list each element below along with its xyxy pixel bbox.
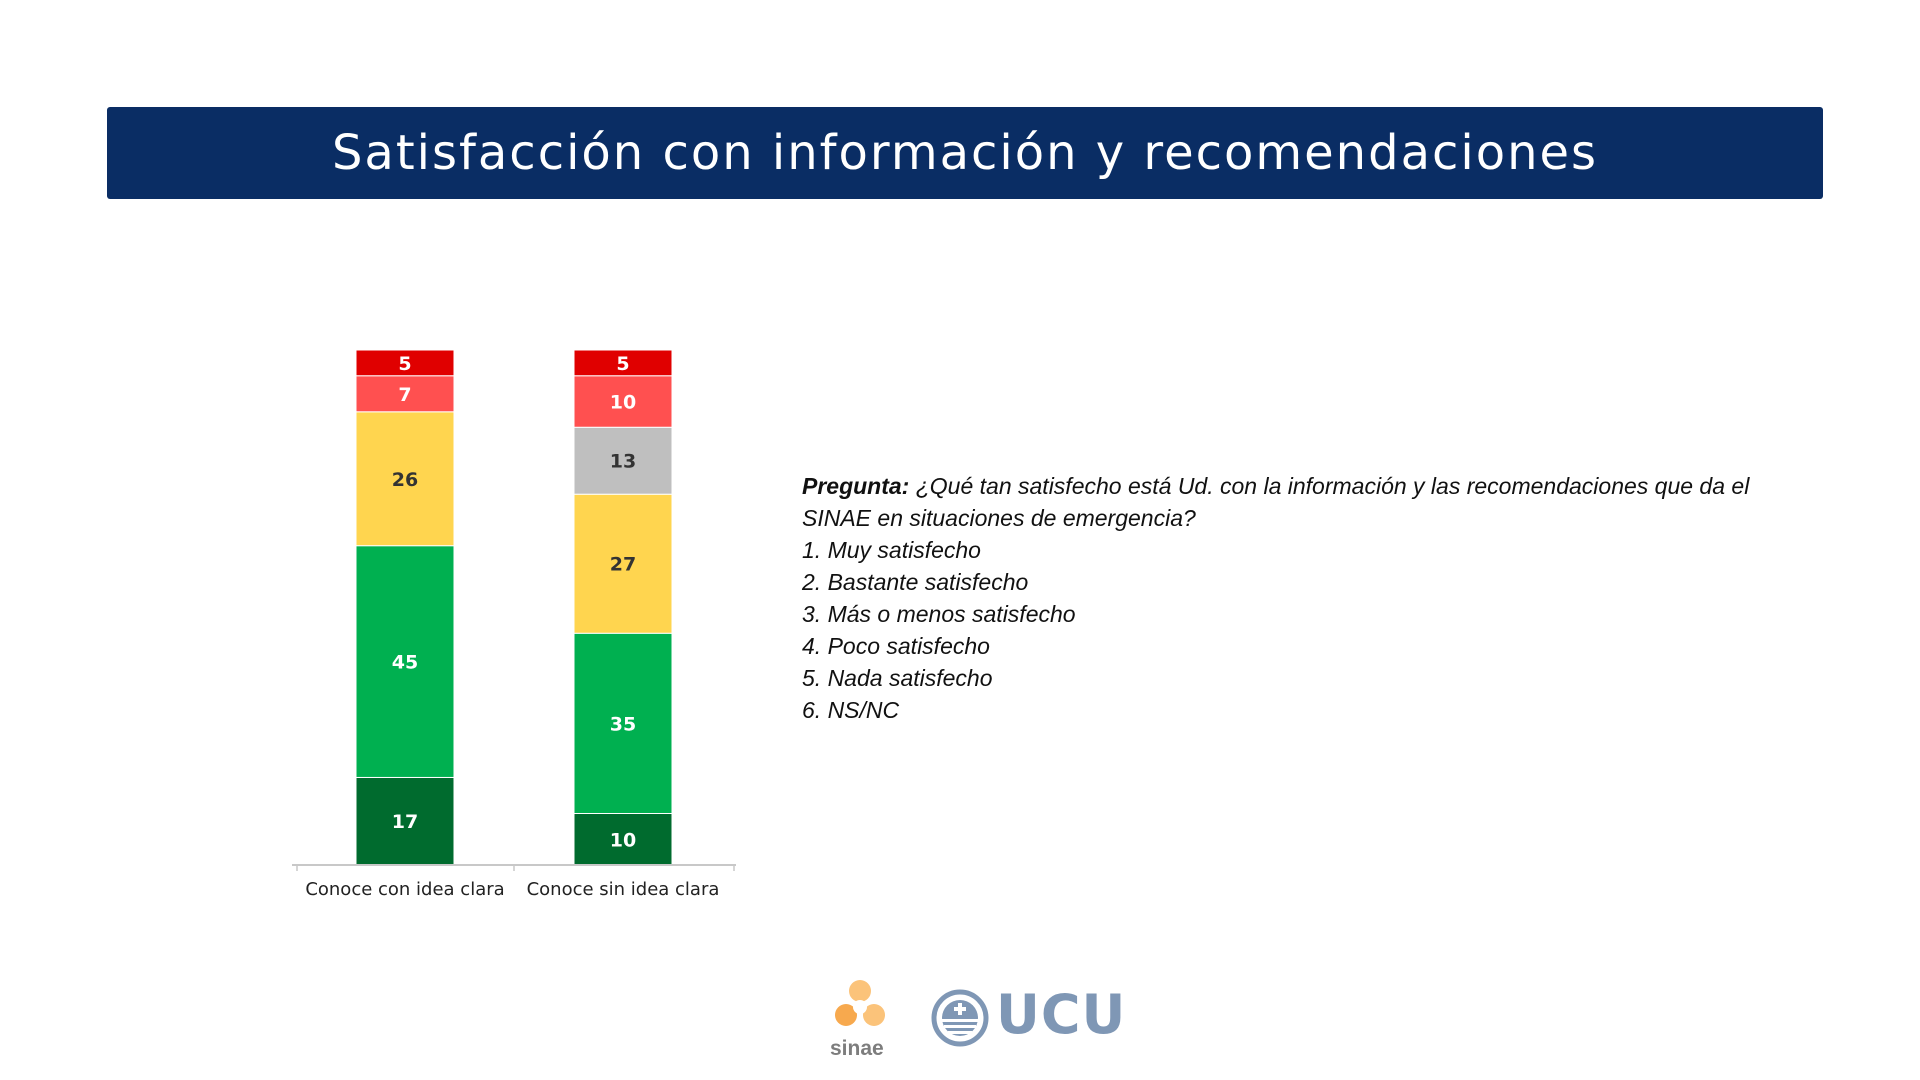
data-label-nsnc-2: 5 — [616, 353, 629, 375]
option-1: 1. Muy satisfecho — [802, 537, 981, 563]
sinae-logo-icon — [835, 980, 885, 1026]
data-label-muy-2: 10 — [610, 829, 636, 851]
sinae-logo-text: sinae — [830, 1037, 884, 1060]
question-body: ¿Qué tan satisfecho está Ud. con la info… — [802, 473, 1750, 531]
data-label-bastante-1: 45 — [392, 652, 418, 674]
data-label-nada-2: 10 — [610, 392, 636, 414]
option-5: 5. Nada satisfecho — [802, 665, 993, 691]
data-label-nada-1: 7 — [398, 384, 411, 406]
bar-segment-nsnc-2 — [573, 349, 673, 377]
data-label-muy-1: 17 — [392, 811, 418, 833]
bar-segment-bastante-2 — [573, 632, 673, 814]
data-label-mas_menos-2: 27 — [610, 554, 636, 576]
page-title: Satisfacción con información y recomenda… — [331, 125, 1599, 181]
bar-segment-poco-2 — [573, 426, 673, 495]
question-text: Pregunta: ¿Qué tan satisfecho está Ud. c… — [802, 470, 1762, 534]
option-3: 3. Más o menos satisfecho — [802, 601, 1076, 627]
category-label-1: Conoce con idea clara — [305, 879, 504, 900]
data-label-poco-2: 13 — [610, 451, 636, 473]
option-6: 6. NS/NC — [802, 697, 900, 723]
bar-segment-mas_menos-2 — [573, 493, 673, 634]
ucu-logo-icon — [931, 989, 989, 1047]
data-label-bastante-2: 35 — [610, 713, 636, 735]
title-banner: Satisfacción con información y recomenda… — [107, 107, 1823, 199]
bar-segment-nsnc-1 — [355, 349, 455, 377]
bar-segment-muy-2 — [573, 813, 673, 866]
bar-segment-nada-2 — [573, 375, 673, 428]
option-4: 4. Poco satisfecho — [802, 633, 990, 659]
option-2: 2. Bastante satisfecho — [802, 569, 1029, 595]
question-label: Pregunta: — [802, 473, 910, 499]
bar-segment-muy-1 — [355, 776, 455, 866]
category-label-2: Conoce sin idea clara — [527, 879, 720, 900]
data-label-nsnc-1: 5 — [398, 353, 411, 375]
ucu-logo-text: UCU — [996, 983, 1127, 1046]
bar-segment-nada-1 — [355, 375, 455, 413]
question-block: Pregunta: ¿Qué tan satisfecho está Ud. c… — [802, 470, 1762, 726]
stacked-bar-chart: 17 45 26 7 5 Conoce con idea clara 10 35 27 13 10 5… — [292, 349, 736, 900]
bar-segment-bastante-1 — [355, 545, 455, 778]
data-label-mas_menos-1: 26 — [392, 469, 418, 491]
logos: sinae UCU — [820, 975, 1140, 1065]
